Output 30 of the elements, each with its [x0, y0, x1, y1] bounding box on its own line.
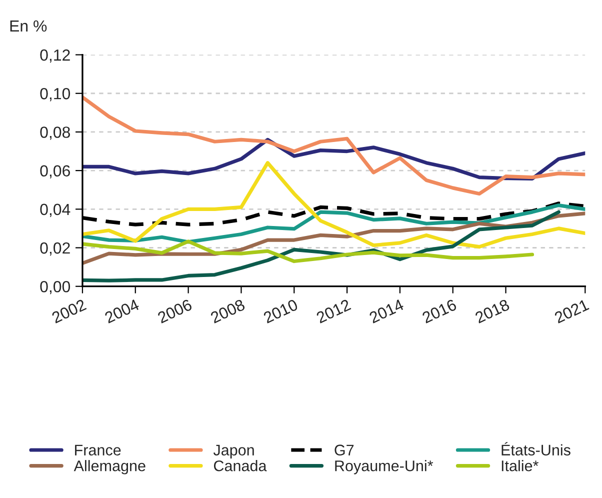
y-tick-label: 0,10 [40, 88, 70, 102]
legend-label: Royaume-Uni* [335, 460, 434, 474]
x-tick-label: 2016 [422, 298, 458, 324]
legend-label: États-Unis [502, 442, 570, 456]
x-tick-label: 2012 [316, 298, 352, 324]
y-tick-label: 0,08 [40, 126, 70, 140]
line-series [82, 95, 586, 196]
y-tick-label: 0,04 [40, 204, 70, 217]
line-series [82, 161, 586, 249]
y-tick-label: 0,06 [40, 165, 70, 178]
y-tick-label: 0,02 [40, 242, 70, 256]
x-tick-label: 2002 [51, 298, 87, 324]
x-tick-label: 2006 [157, 298, 193, 324]
y-axis-title: En % [10, 20, 47, 32]
x-tick-label: 2010 [262, 298, 299, 324]
legend-label: Canada [214, 460, 267, 472]
legend-label: Allemagne [74, 460, 146, 474]
line-series [82, 203, 586, 244]
legend-label: Italie* [502, 460, 538, 472]
x-tick-label: 2014 [368, 298, 404, 324]
legend-label: Japon [213, 444, 254, 459]
legend-label: G7 [334, 444, 354, 456]
x-tick-label: 2018 [474, 298, 510, 324]
y-tick-label: 0,12 [40, 49, 70, 63]
x-tick-label: 2021 [554, 298, 590, 324]
y-tick-label: 0,00 [40, 280, 70, 294]
x-tick-label: 2004 [104, 298, 140, 324]
legend-label: France [75, 444, 121, 456]
x-tick-label: 2008 [210, 298, 246, 324]
line-series [82, 240, 534, 264]
